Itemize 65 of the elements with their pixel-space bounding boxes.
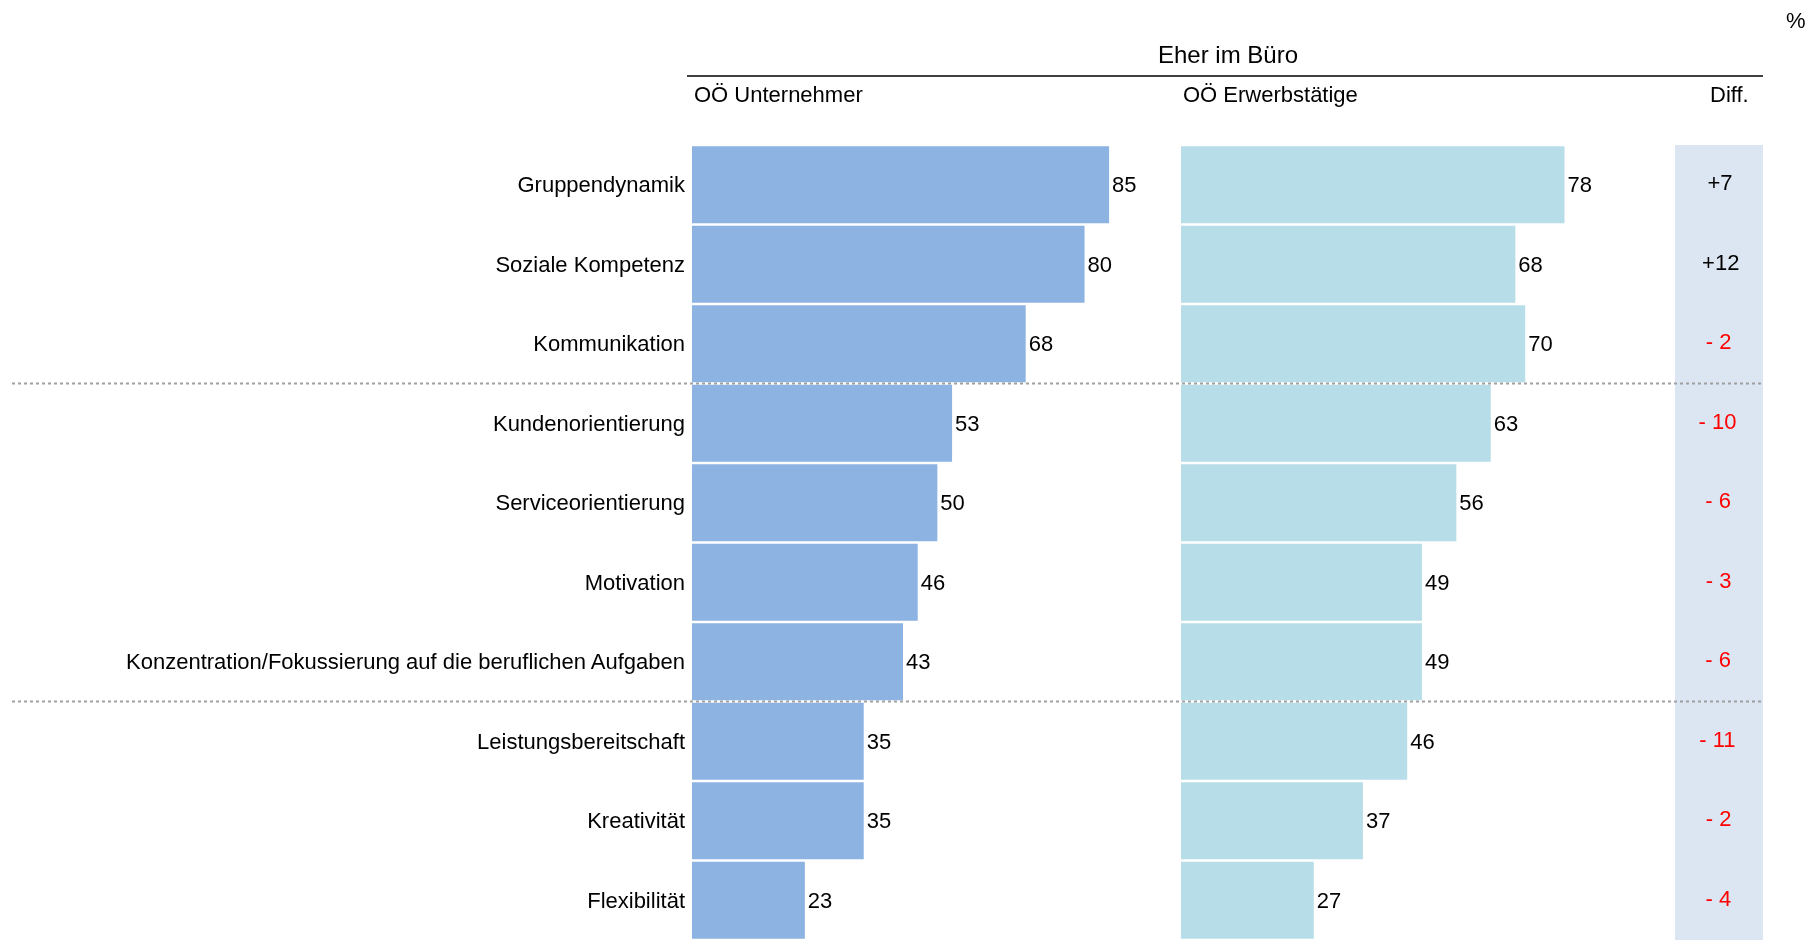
- data-label: 53: [955, 410, 980, 436]
- bar: [1181, 702, 1408, 780]
- data-label: 70: [1528, 331, 1553, 357]
- data-label: 85: [1112, 172, 1137, 198]
- y-tick-label: Soziale Kompetenz: [495, 251, 685, 277]
- data-label: 43: [906, 649, 931, 675]
- data-label: +7: [1707, 170, 1733, 196]
- data-label: 37: [1365, 808, 1391, 834]
- bar: [692, 543, 918, 621]
- chart-title: OÖ Unternehmer: [694, 82, 863, 107]
- y-tick-label: Kommunikation: [533, 331, 685, 357]
- bar: [1181, 543, 1422, 621]
- data-label: 35: [866, 728, 892, 754]
- data-label: 78: [1567, 172, 1593, 198]
- y-tick-label: Leistungsbereitschaft: [477, 728, 685, 754]
- bar: [692, 305, 1026, 383]
- bar: [1181, 225, 1516, 303]
- data-label: - 6: [1705, 647, 1731, 673]
- data-label: - 3: [1705, 567, 1732, 593]
- data-label: 63: [1493, 410, 1519, 436]
- data-label: 56: [1459, 490, 1484, 516]
- data-label: - 2: [1705, 806, 1732, 832]
- text: Eher im Büro: [1158, 41, 1299, 68]
- y-tick-label: Kundenorientierung: [492, 410, 685, 436]
- y-tick-label: Serviceorientierung: [495, 490, 685, 516]
- y-tick-label: Motivation: [584, 569, 685, 595]
- y-tick-label: Kreativität: [587, 808, 685, 834]
- bar: [692, 782, 864, 860]
- bar: [1181, 464, 1457, 542]
- data-label: - 11: [1699, 726, 1736, 752]
- data-label: 80: [1087, 251, 1113, 277]
- y-tick-label: Gruppendynamik: [517, 172, 686, 198]
- text: Diff.: [1710, 82, 1749, 107]
- bar: [692, 861, 805, 939]
- data-label: +12: [1702, 249, 1740, 275]
- bar: [1181, 782, 1363, 860]
- data-label: 50: [940, 490, 965, 516]
- data-label: - 4: [1705, 885, 1732, 911]
- bar: [1181, 384, 1491, 462]
- text: %: [1786, 8, 1806, 33]
- data-label: 35: [866, 808, 892, 834]
- y-tick-label: Flexibilität: [587, 887, 685, 913]
- bar: [692, 623, 903, 701]
- y-tick-label: Konzentration/Fokussierung auf die beruflichen Aufgaben: [126, 649, 685, 675]
- bar: [692, 146, 1110, 224]
- data-label: 68: [1028, 331, 1054, 357]
- bar: [1181, 305, 1526, 383]
- data-label: 49: [1424, 649, 1450, 675]
- chart-title: OÖ Erwerbstätige: [1183, 82, 1358, 107]
- data-label: 46: [1410, 728, 1435, 754]
- bar: [692, 702, 864, 780]
- bar: [692, 464, 938, 542]
- data-label: - 2: [1705, 329, 1732, 355]
- data-label: 23: [807, 887, 833, 913]
- data-label: 46: [920, 569, 946, 595]
- data-label: 27: [1316, 887, 1342, 913]
- bar: [1181, 861, 1314, 939]
- bar: [1181, 623, 1422, 701]
- data-label: - 10: [1698, 408, 1737, 434]
- data-label: 68: [1518, 251, 1543, 277]
- bar: [692, 225, 1085, 303]
- bar: [1181, 146, 1565, 224]
- bar: [692, 384, 953, 462]
- data-label: 49: [1424, 569, 1450, 595]
- data-label: - 6: [1705, 488, 1731, 514]
